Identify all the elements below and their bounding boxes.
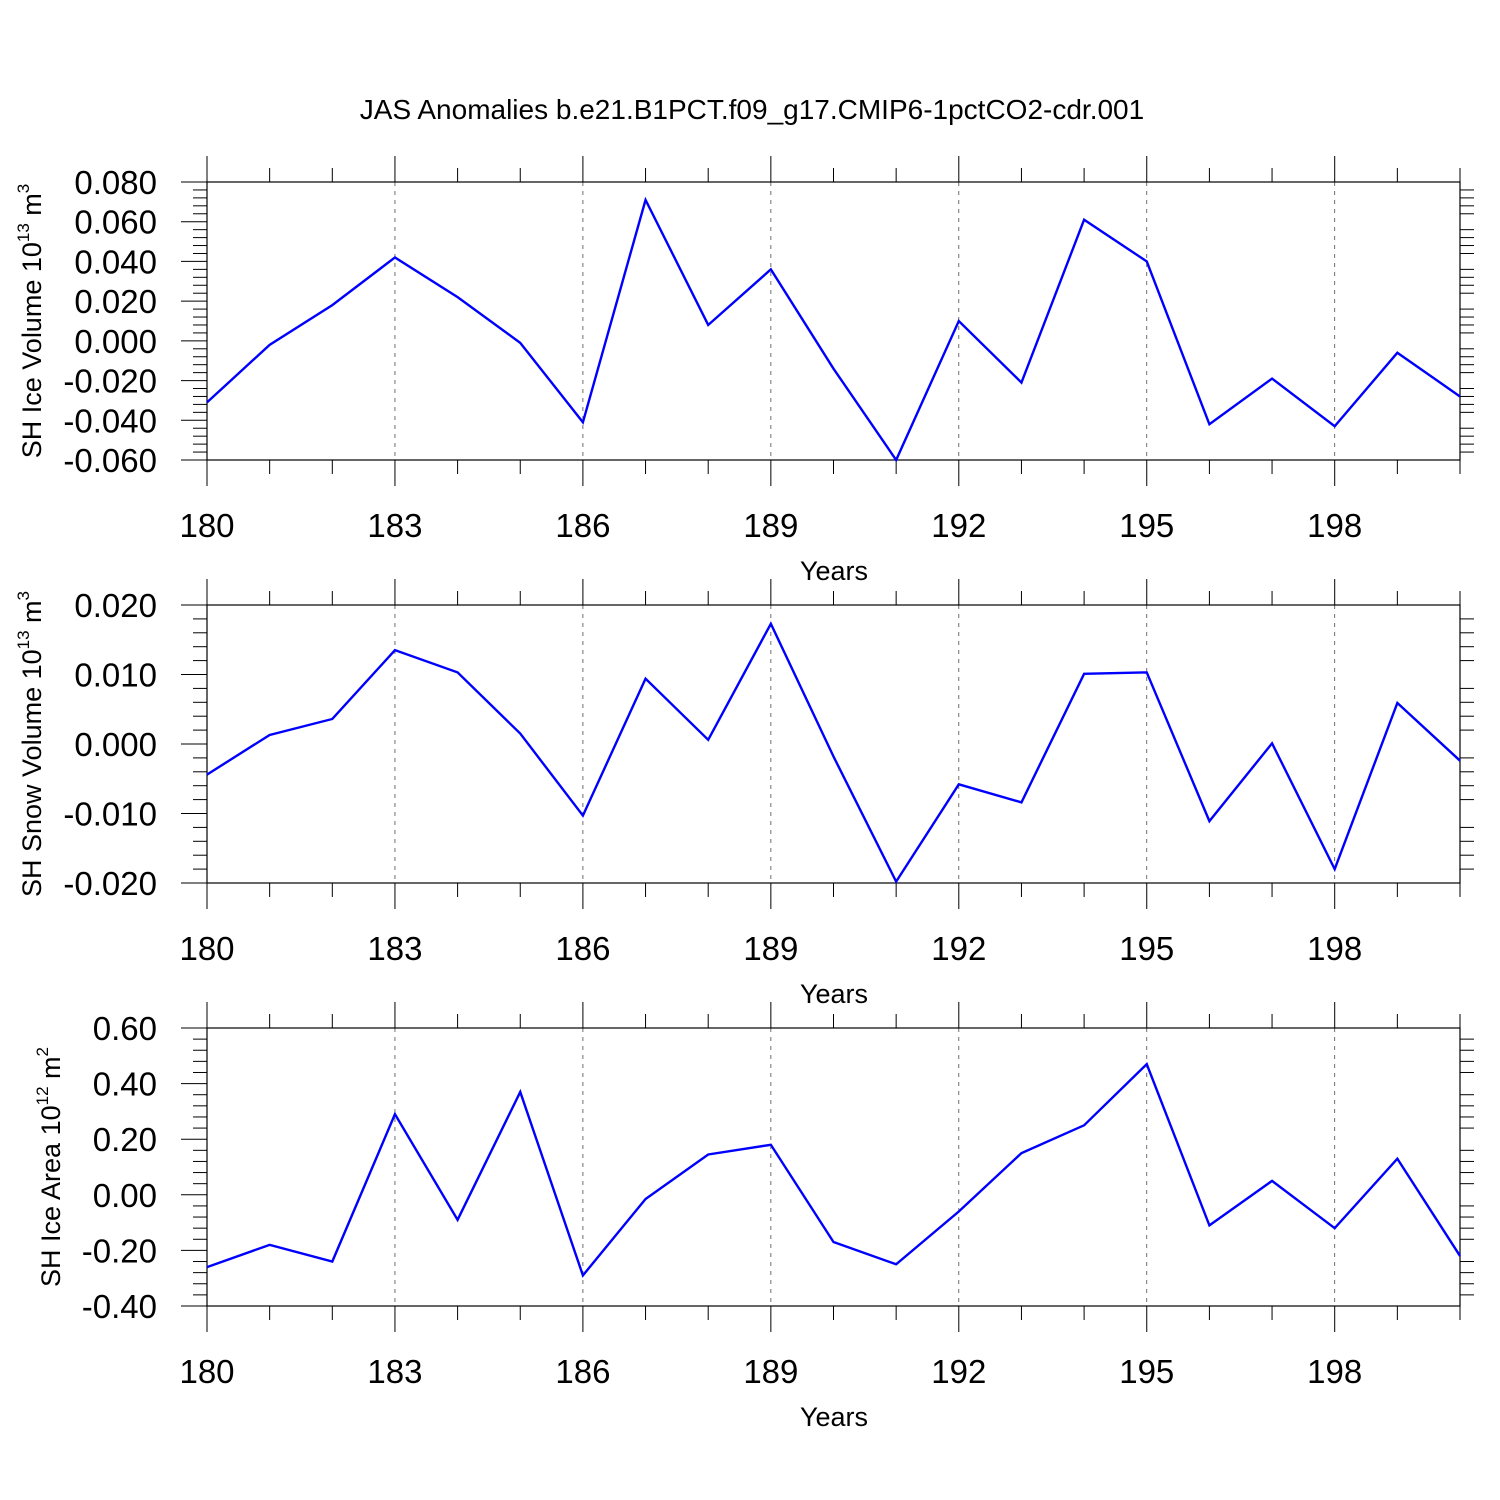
panel-3: -0.40 -0.20 0.00 0.20 0.40 0.60 180 183 186 189 19… [33, 1002, 1474, 1432]
x-tick-label: 192 [931, 1353, 986, 1390]
x-tick-label: 189 [743, 1353, 798, 1390]
x-tick-label: 192 [931, 930, 986, 967]
x-tick-label: 186 [555, 1353, 610, 1390]
y-tick-label: 0.020 [74, 587, 157, 624]
x-tick-label: 192 [931, 507, 986, 544]
y-tick-label: -0.060 [63, 442, 157, 479]
y-axis-label: SH Ice Area 1012 m2 [33, 1047, 66, 1287]
y-tick-label: 0.40 [93, 1066, 157, 1103]
series-line [206, 196, 1461, 463]
x-axis-label: Years [800, 979, 868, 1009]
y-tick-label: -0.020 [63, 865, 157, 902]
y-tick-label: -0.010 [63, 796, 157, 833]
y-tick-label: 0.080 [74, 164, 157, 201]
y-axis-label: SH Ice Volume 1013 m3 [14, 184, 47, 459]
series-line [206, 621, 1461, 885]
y-tick-label: -0.040 [63, 402, 157, 439]
x-tick-label: 183 [367, 507, 422, 544]
x-tick-label: 195 [1119, 930, 1174, 967]
x-tick-label: 186 [555, 930, 610, 967]
y-tick-label: 0.60 [93, 1010, 157, 1047]
x-tick-label: 189 [743, 930, 798, 967]
y-tick-label: -0.40 [82, 1288, 157, 1325]
x-tick-label: 183 [367, 930, 422, 967]
y-tick-label: 0.020 [74, 283, 157, 320]
y-tick-label: -0.020 [63, 363, 157, 400]
y-tick-label: 0.00 [93, 1177, 157, 1214]
y-tick-label: 0.040 [74, 243, 157, 280]
panel-1: -0.060-0.040-0.0200.0000.0200.0400.0600.… [14, 156, 1474, 586]
y-tick-label: 0.000 [74, 323, 157, 360]
x-axis-label: Years [800, 1402, 868, 1432]
y-tick-label: 0.060 [74, 204, 157, 241]
x-tick-label: 198 [1307, 1353, 1362, 1390]
y-tick-label: 0.010 [74, 657, 157, 694]
x-tick-label: 189 [743, 507, 798, 544]
panel-2: -0.020 -0.010 0.000 0.010 0.020 180 183 186 189 1… [14, 579, 1474, 1009]
x-tick-label: 180 [179, 1353, 234, 1390]
y-tick-label: 0.000 [74, 726, 157, 763]
y-tick-label: -0.20 [82, 1232, 157, 1269]
x-tick-label: 198 [1307, 930, 1362, 967]
series-line [206, 1062, 1462, 1278]
x-tick-label: 183 [367, 1353, 422, 1390]
x-tick-label: 186 [555, 507, 610, 544]
x-tick-label: 180 [179, 507, 234, 544]
chart-title: JAS Anomalies b.e21.B1PCT.f09_g17.CMIP6-… [360, 94, 1144, 125]
y-tick-label: 0.20 [93, 1121, 157, 1158]
chart-panels: -0.060-0.040-0.0200.0000.0200.0400.0600.… [14, 156, 1474, 1432]
x-tick-label: 195 [1119, 1353, 1174, 1390]
x-tick-label: 195 [1119, 507, 1174, 544]
y-axis-label: SH Snow Volume 1013 m3 [14, 591, 47, 897]
x-tick-label: 180 [179, 930, 234, 967]
x-axis-label: Years [800, 556, 868, 586]
x-tick-label: 198 [1307, 507, 1362, 544]
